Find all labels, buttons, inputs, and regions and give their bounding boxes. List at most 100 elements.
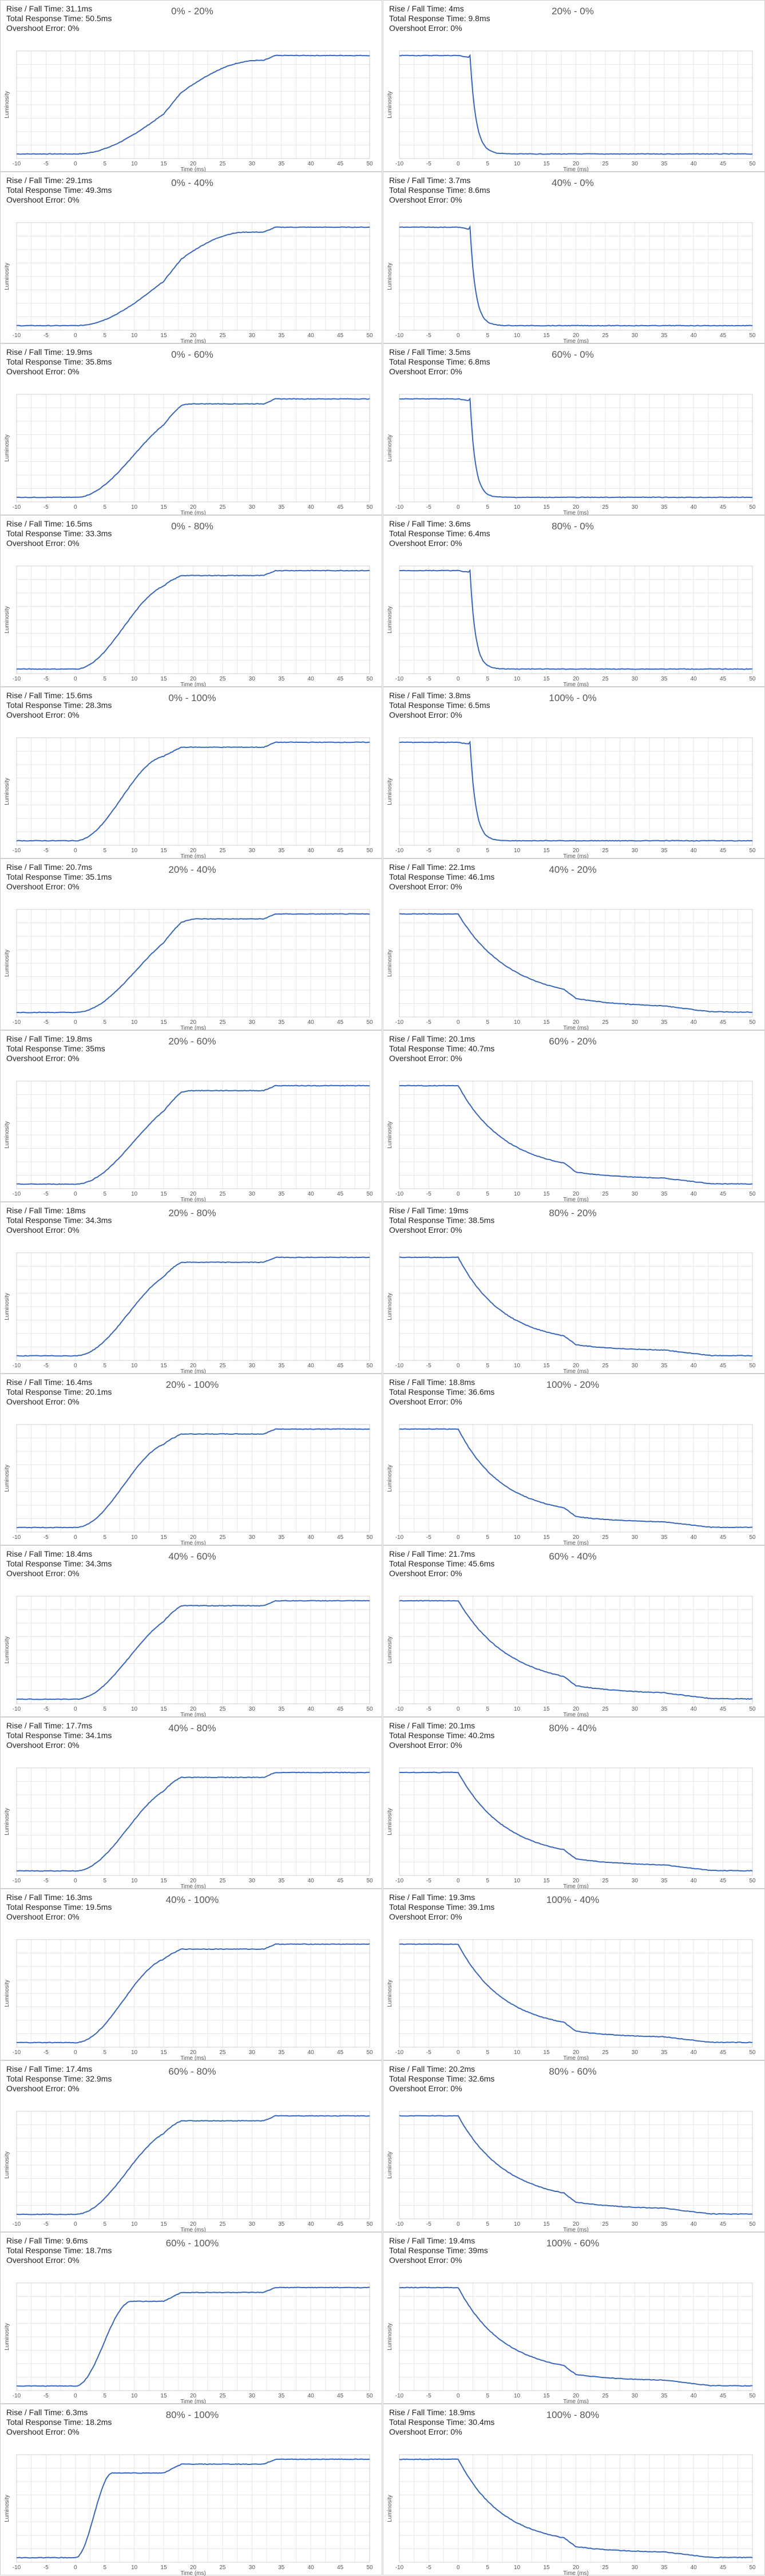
luminosity-line xyxy=(16,1085,370,1185)
y-axis-label: Luminosity xyxy=(4,778,10,805)
x-tick-label: 0 xyxy=(74,1019,77,1026)
x-tick-label: 0 xyxy=(457,333,460,339)
plot-frame xyxy=(399,2282,753,2391)
chart-plot: -10 -5 0 5 10 15 20 25 30 35 40 45 50 Time (ms) Lumino… xyxy=(387,1939,756,2061)
total-response-time: Total Response Time: 6.5ms xyxy=(389,701,490,710)
x-tick-label: -5 xyxy=(43,1534,49,1541)
x-tick-label: 35 xyxy=(278,2565,285,2571)
chart-title: 60% - 20% xyxy=(549,1036,597,1047)
x-tick-label: 5 xyxy=(486,1191,489,1197)
x-tick-label: 40 xyxy=(691,161,697,167)
plot-frame xyxy=(399,2111,753,2219)
x-tick-label: 25 xyxy=(219,676,226,682)
chart-plot: -10 -5 0 5 10 15 20 25 30 35 40 45 50 Time (ms) Lumino… xyxy=(4,737,373,859)
rise-fall-time: Rise / Fall Time: 20.1ms xyxy=(389,1721,475,1730)
chart-title: 80% - 40% xyxy=(549,1723,597,1734)
x-tick-label: 5 xyxy=(486,504,489,511)
chart-panel: Rise / Fall Time: 3.7ms Total Response Ti… xyxy=(383,172,765,344)
luminosity-line xyxy=(16,1943,370,2044)
x-tick-label: 45 xyxy=(337,848,344,854)
chart-panel: Rise / Fall Time: 19.8ms Total Response T… xyxy=(0,1030,382,1202)
chart-stats: Rise / Fall Time: 19ms Total Response Tim… xyxy=(389,1206,494,1235)
x-tick-label: 0 xyxy=(74,676,77,682)
x-tick-label: 20 xyxy=(573,504,580,511)
x-tick-label: 15 xyxy=(161,333,168,339)
x-tick-label: 40 xyxy=(691,2393,697,2399)
total-response-time: Total Response Time: 19.5ms xyxy=(6,1902,112,1912)
x-tick-label: 45 xyxy=(720,1878,727,1884)
x-tick-label: 25 xyxy=(602,2393,609,2399)
x-tick-label: 10 xyxy=(131,1191,138,1197)
luminosity-line xyxy=(16,2115,370,2215)
luminosity-line xyxy=(16,226,370,327)
chart-panel: Rise / Fall Time: 20.2ms Total Response T… xyxy=(383,2060,765,2233)
plot-frame xyxy=(16,2454,370,2563)
x-tick-label: -10 xyxy=(395,1534,404,1541)
x-axis-label: Time (ms) xyxy=(563,1712,589,1718)
luminosity-line xyxy=(16,2458,370,2559)
y-axis-label: Luminosity xyxy=(387,606,393,634)
chart-title: 100% - 80% xyxy=(546,2409,600,2420)
x-tick-label: 0 xyxy=(457,2565,460,2571)
y-axis-label: Luminosity xyxy=(387,1293,393,1320)
x-axis-label: Time (ms) xyxy=(563,682,589,687)
x-tick-label: 30 xyxy=(632,1534,639,1541)
x-tick-label: 15 xyxy=(161,848,168,854)
x-tick-label: 20 xyxy=(573,2221,580,2227)
y-axis-label: Luminosity xyxy=(387,263,393,290)
x-tick-label: 10 xyxy=(131,848,138,854)
overshoot-error: Overshoot Error: 0% xyxy=(389,367,462,376)
y-axis-label: Luminosity xyxy=(387,2151,393,2179)
x-tick-label: 15 xyxy=(544,676,550,682)
x-tick-label: -5 xyxy=(43,1019,49,1026)
total-response-time: Total Response Time: 35ms xyxy=(6,1044,105,1053)
x-tick-label: 5 xyxy=(486,676,489,682)
x-tick-label: -10 xyxy=(395,504,404,511)
x-tick-label: 35 xyxy=(661,2049,668,2056)
x-tick-label: 45 xyxy=(337,1534,344,1541)
plot-frame xyxy=(399,394,753,502)
y-axis-label: Luminosity xyxy=(387,778,393,805)
chart-panel: Rise / Fall Time: 16.3ms Total Response T… xyxy=(0,1889,382,2061)
x-tick-label: -10 xyxy=(13,2049,21,2056)
rise-fall-time: Rise / Fall Time: 9.6ms xyxy=(6,2236,88,2245)
total-response-time: Total Response Time: 28.3ms xyxy=(6,701,112,710)
chart-plot: -10 -5 0 5 10 15 20 25 30 35 40 45 50 Time (ms) Lumino… xyxy=(387,222,756,344)
chart-plot: -10 -5 0 5 10 15 20 25 30 35 40 45 50 Time (ms) Lumino… xyxy=(4,565,373,687)
chart-title: 60% - 100% xyxy=(165,2238,219,2249)
x-tick-label: 25 xyxy=(219,161,226,167)
x-tick-label: 5 xyxy=(486,333,489,339)
total-response-time: Total Response Time: 38.5ms xyxy=(389,1216,495,1225)
x-tick-label: 20 xyxy=(573,333,580,339)
chart-panel: Rise / Fall Time: 6.3ms Total Response Ti… xyxy=(0,2404,382,2576)
y-axis-label: Luminosity xyxy=(387,1636,393,1664)
x-axis-label: Time (ms) xyxy=(563,853,589,859)
x-tick-label: 30 xyxy=(632,1706,639,1712)
x-tick-label: 40 xyxy=(691,333,697,339)
chart-stats: Rise / Fall Time: 20.7ms Total Response T… xyxy=(6,862,112,892)
x-tick-label: 15 xyxy=(161,2393,168,2399)
x-tick-label: 35 xyxy=(278,333,285,339)
x-tick-label: 15 xyxy=(161,1363,168,1369)
x-tick-label: 20 xyxy=(190,676,197,682)
overshoot-error: Overshoot Error: 0% xyxy=(6,195,80,204)
x-tick-label: 50 xyxy=(749,676,756,682)
total-response-time: Total Response Time: 30.4ms xyxy=(389,2417,495,2427)
x-tick-label: 15 xyxy=(161,1534,168,1541)
x-tick-label: 10 xyxy=(131,1019,138,1026)
chart-stats: Rise / Fall Time: 22.1ms Total Response T… xyxy=(389,862,494,892)
x-tick-label: 35 xyxy=(661,1706,668,1712)
y-axis-label: Luminosity xyxy=(4,263,10,290)
overshoot-error: Overshoot Error: 0% xyxy=(6,23,80,33)
total-response-time: Total Response Time: 45.6ms xyxy=(389,1559,495,1568)
x-tick-label: 20 xyxy=(573,1191,580,1197)
plot-frame xyxy=(16,565,370,674)
x-tick-label: 10 xyxy=(131,1363,138,1369)
x-tick-label: 0 xyxy=(457,676,460,682)
x-tick-label: -5 xyxy=(426,2565,431,2571)
x-tick-label: 20 xyxy=(190,333,197,339)
x-tick-label: 40 xyxy=(691,2221,697,2227)
total-response-time: Total Response Time: 32.6ms xyxy=(389,2074,495,2083)
chart-stats: Rise / Fall Time: 19.4ms Total Response T… xyxy=(389,2236,488,2265)
y-axis-label: Luminosity xyxy=(4,434,10,462)
